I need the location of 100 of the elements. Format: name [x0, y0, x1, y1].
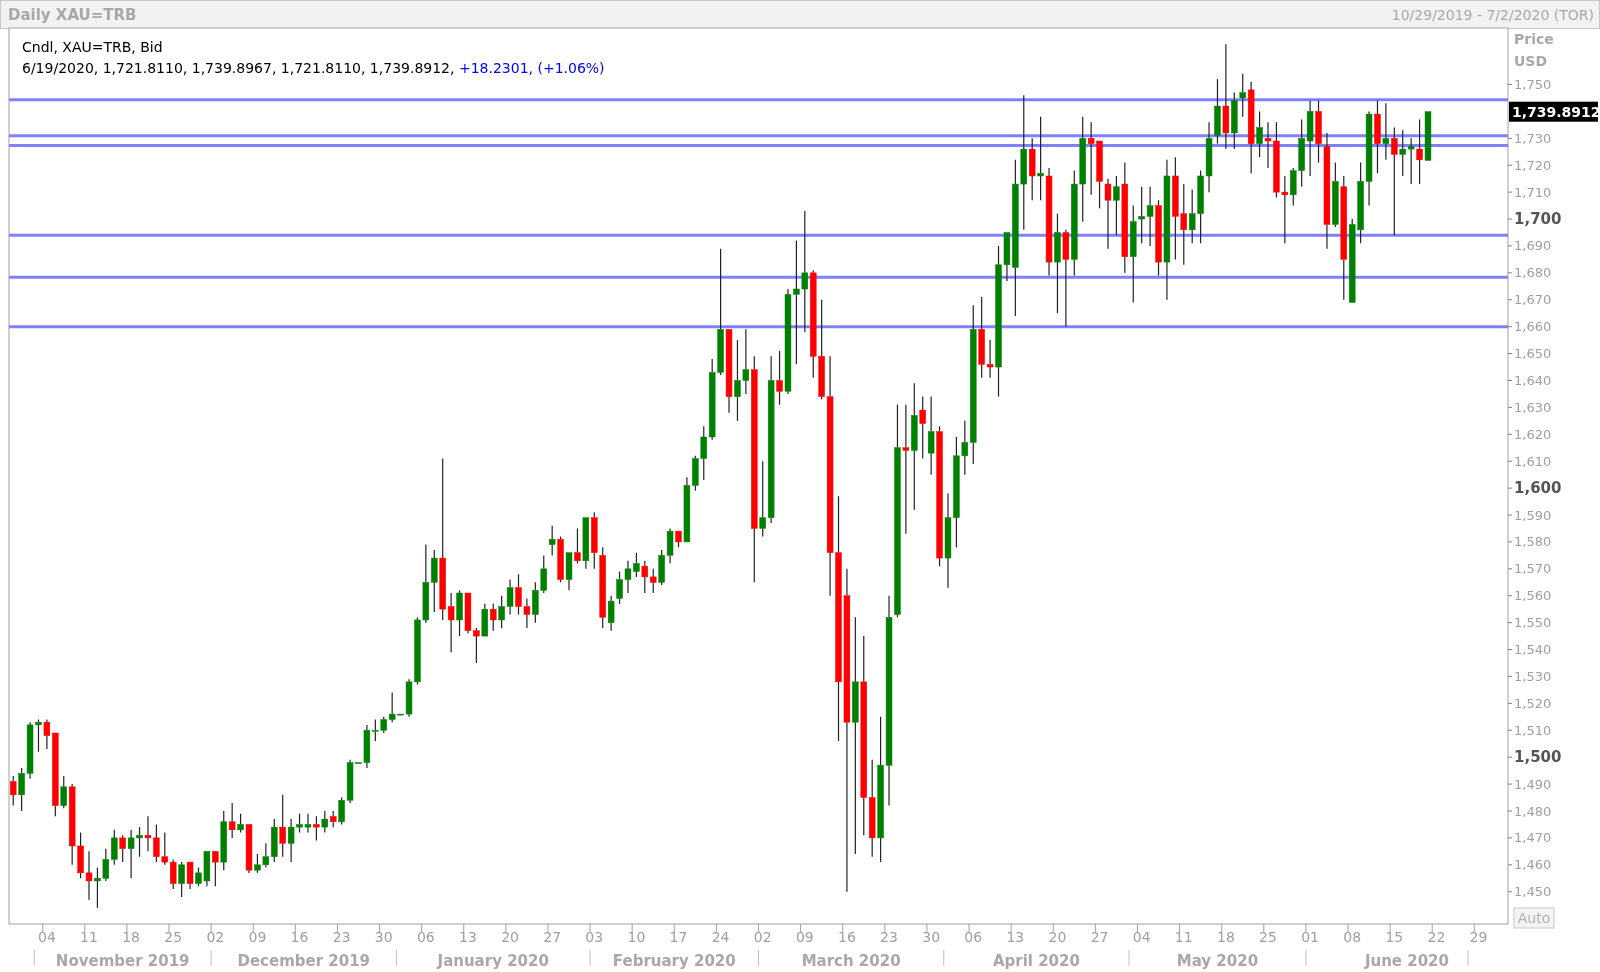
- y-tick-label: 1,730: [1514, 130, 1552, 146]
- annotation: 6/19/2020, 1,721.8110, 1,739.8967, 1,721.8110, 1,739.8912,: [22, 60, 455, 76]
- candlestick: [1163, 159, 1171, 301]
- x-tick-label: 23: [880, 929, 898, 945]
- y-tick-label: 1,620: [1514, 426, 1552, 442]
- x-tick-label: 16: [838, 929, 856, 945]
- x-tick-label: 03: [585, 929, 604, 945]
- y-tick-label: 1,660: [1514, 319, 1552, 335]
- candlestick: [1306, 100, 1314, 177]
- y-tick-label: 1,710: [1514, 184, 1552, 200]
- candlestick: [1424, 111, 1432, 161]
- y-tick-label: 1,520: [1514, 695, 1552, 711]
- x-tick-label: 08: [1343, 929, 1362, 945]
- y-tick-label: 1,680: [1514, 265, 1552, 281]
- candlestick: [1416, 118, 1423, 185]
- candlestick: [911, 382, 918, 511]
- y-tick-label: 1,670: [1514, 292, 1552, 308]
- text: April 2020: [992, 952, 1080, 970]
- y-tick-label: 1,610: [1514, 453, 1552, 469]
- text: Auto: [1517, 909, 1551, 926]
- text: 1,739.8912: [1512, 103, 1600, 120]
- y-tick-label: 1,470: [1514, 830, 1552, 846]
- candlestick: [186, 861, 194, 890]
- y-tick-label: 1,490: [1514, 776, 1552, 792]
- x-tick-label: 20: [501, 929, 519, 945]
- x-tick-label: 29: [1469, 929, 1488, 945]
- candlestick: [1239, 73, 1246, 118]
- chart-title: Daily XAU=TRB: [8, 6, 137, 24]
- candlestick: [245, 824, 253, 874]
- x-tick-label: 15: [1385, 929, 1404, 945]
- x-tick-label: 13: [1006, 929, 1025, 945]
- x-tick-label: 02: [753, 929, 772, 945]
- y-tick-label: 1,570: [1514, 561, 1552, 577]
- x-tick-label: 02: [206, 929, 225, 945]
- candlestick: [1323, 132, 1331, 250]
- x-tick-label: 25: [164, 929, 183, 945]
- candlestick: [565, 552, 573, 591]
- candlestick: [607, 595, 615, 632]
- y-axis-title: Price USD: [1514, 31, 1554, 69]
- candlestick: [767, 355, 775, 524]
- candlestick: [1104, 178, 1112, 250]
- candlestick: [1399, 129, 1406, 177]
- chart-subtitle: 10/29/2019 - 7/2/2020 (TOR): [1391, 7, 1594, 23]
- x-tick-label: 25: [1259, 929, 1277, 945]
- y-tick-label: 1,530: [1514, 669, 1552, 685]
- x-tick-label: 13: [459, 929, 477, 945]
- candlestick: [1247, 81, 1255, 174]
- annotation: +18.2301, (+1.06%): [454, 60, 605, 76]
- candlestick: [1054, 213, 1061, 314]
- y-tick-label: 1,550: [1514, 615, 1552, 631]
- y-tick-label: 1,630: [1514, 399, 1552, 415]
- candlestick: [447, 592, 455, 653]
- y-tick-label: 1,700: [1514, 210, 1562, 229]
- x-tick-label: 06: [416, 929, 435, 945]
- y-tick-label: 1,540: [1514, 642, 1552, 658]
- y-tick-label: 1,510: [1514, 722, 1552, 738]
- candlestick: [852, 616, 859, 855]
- candlestick: [902, 404, 910, 535]
- text: November 2019: [55, 952, 190, 970]
- candlestick: [1382, 102, 1390, 161]
- candlestick: [927, 396, 935, 476]
- text: December 2019: [237, 952, 371, 970]
- y-tick-label: 1,750: [1514, 77, 1552, 93]
- x-tick-label: 04: [37, 929, 56, 945]
- candlestick: [970, 304, 977, 465]
- y-tick-label: 1,580: [1514, 534, 1552, 550]
- x-tick-label: 30: [374, 929, 393, 945]
- x-tick-label: 11: [1174, 929, 1193, 945]
- y-tick-label: 1,650: [1514, 346, 1552, 362]
- y-tick-label: 1,640: [1514, 373, 1552, 389]
- x-tick-label: 06: [964, 929, 983, 945]
- y-tick-label: 1,450: [1514, 884, 1552, 900]
- x-tick-label: 09: [795, 929, 814, 945]
- candlestick: [725, 329, 733, 414]
- y-tick-label: 1,500: [1514, 748, 1562, 767]
- x-tick-label: 30: [922, 929, 941, 945]
- x-tick-label: 01: [1301, 929, 1320, 945]
- x-tick-label: 09: [248, 929, 267, 945]
- candlestick: [868, 759, 876, 858]
- x-tick-label: 27: [543, 929, 562, 945]
- candlestick: [1045, 167, 1053, 277]
- x-tick-label: 24: [711, 929, 730, 945]
- x-tick-label: 22: [1427, 929, 1446, 945]
- x-tick-label: 20: [1048, 929, 1067, 945]
- candlestick: [212, 851, 219, 887]
- candlestick: [860, 635, 867, 836]
- x-tick-label: 23: [332, 929, 351, 945]
- y-tick-label: 1,690: [1514, 238, 1552, 254]
- y-tick-label: 1,720: [1514, 157, 1552, 173]
- x-tick-label: 16: [290, 929, 309, 945]
- candlestick: [1222, 43, 1230, 150]
- y-tick-label: 1,600: [1514, 479, 1562, 498]
- y-tick-label: 1,590: [1514, 507, 1552, 523]
- text: March 2020: [801, 952, 901, 970]
- x-tick-label: 11: [80, 929, 98, 945]
- y-tick-label: 1,480: [1514, 803, 1552, 819]
- x-tick-label: 18: [1216, 929, 1235, 945]
- x-tick-label: 17: [669, 929, 688, 945]
- y-tick-label: 1,560: [1514, 588, 1552, 604]
- text: February 2020: [612, 952, 736, 970]
